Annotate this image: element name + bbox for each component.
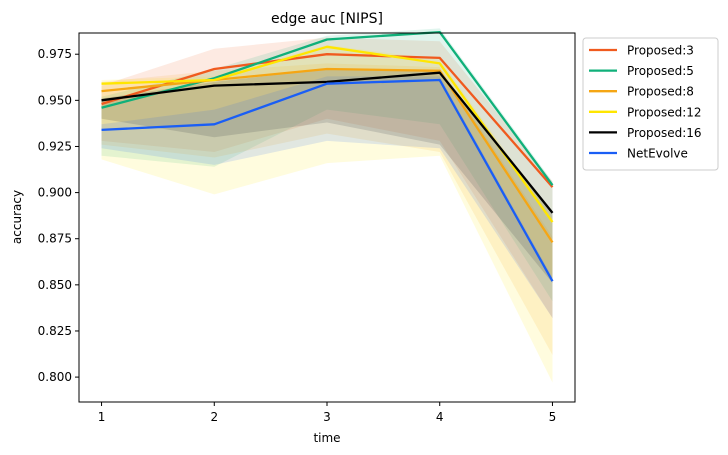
legend-label-1: Proposed:5 [627, 64, 694, 78]
band-4 [101, 69, 553, 283]
x-tick-label: 1 [98, 410, 106, 424]
band-1 [101, 28, 553, 302]
y-tick-label: 0.900 [38, 186, 72, 200]
legend: Proposed:3 Proposed:5 Proposed:8 Proposed:1… [582, 37, 719, 171]
x-tick-label: 2 [210, 410, 218, 424]
series-line-5 [101, 78, 554, 282]
series-line-3 [101, 45, 554, 223]
y-tick-label: 0.975 [38, 47, 72, 61]
y-axis-ticks: 0.800 0.825 0.850 0.875 0.900 0.925 0.950 0.975 [38, 47, 79, 384]
series-line-2 [101, 67, 554, 244]
y-tick-label: 0.925 [38, 139, 72, 153]
chart-title: edge auc [NIPS] [271, 11, 383, 27]
series-line-4 [101, 71, 554, 214]
legend-label-2: Proposed:8 [627, 85, 694, 99]
band-3 [101, 45, 553, 383]
band-0 [101, 37, 553, 319]
series-line-1 [101, 30, 554, 186]
band-5 [101, 76, 553, 319]
x-tick-label: 5 [549, 410, 557, 424]
legend-label-0: Proposed:3 [627, 44, 694, 58]
x-tick-label: 4 [436, 410, 444, 424]
y-axis-label: accuracy [10, 190, 24, 244]
legend-label-5: NetEvolve [627, 147, 688, 161]
y-tick-label: 0.875 [38, 232, 72, 246]
legend-label-4: Proposed:16 [627, 126, 702, 140]
x-tick-label: 3 [323, 410, 331, 424]
series-lines [101, 30, 554, 282]
x-axis-label: time [313, 431, 340, 445]
confidence-bands [101, 28, 553, 383]
y-tick-label: 0.800 [38, 370, 72, 384]
legend-label-3: Proposed:12 [627, 105, 702, 119]
y-tick-label: 0.825 [38, 324, 72, 338]
x-axis-ticks: 1 2 3 4 5 [98, 402, 557, 424]
band-2 [101, 63, 553, 356]
y-tick-label: 0.950 [38, 93, 72, 107]
y-tick-label: 0.850 [38, 278, 72, 292]
